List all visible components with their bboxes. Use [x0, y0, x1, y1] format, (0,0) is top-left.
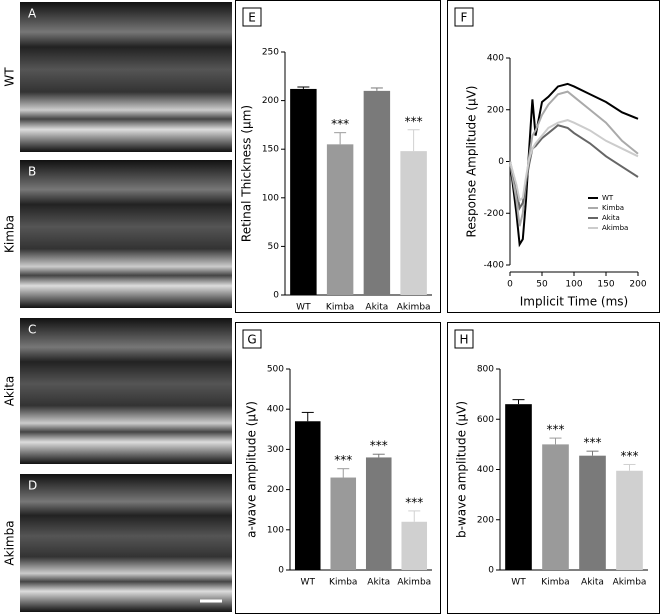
- oct-image: [20, 318, 232, 464]
- x-tick-label: Kimba: [329, 578, 357, 588]
- image-label: Akimba: [3, 520, 17, 565]
- panel-frame: [447, 0, 660, 313]
- bar: [579, 455, 606, 570]
- x-tick-label: Akita: [365, 303, 388, 313]
- legend-label: Akita: [602, 214, 620, 222]
- bar: [400, 151, 427, 295]
- panel-letter: H: [459, 333, 468, 347]
- y-axis-label: b-wave amplitude (µV): [455, 401, 469, 538]
- y-tick-label: -400: [484, 261, 505, 271]
- y-tick-label: 500: [267, 365, 284, 375]
- y-tick-label: 400: [477, 465, 494, 475]
- panel-frame: [235, 0, 441, 313]
- significance: ***: [584, 436, 602, 450]
- image-label: WT: [3, 67, 17, 87]
- x-tick-label: WT: [296, 303, 311, 313]
- significance: ***: [621, 449, 639, 463]
- x-tick-label: Akita: [367, 578, 390, 588]
- y-tick-label: 150: [262, 145, 279, 155]
- panel-letter: G: [247, 333, 256, 347]
- series-line: [509, 90, 639, 227]
- image-letter: A: [28, 7, 37, 21]
- bar: [363, 90, 391, 295]
- x-tick-label: Kimba: [541, 578, 569, 588]
- y-tick-label: 400: [267, 405, 284, 415]
- y-axis-label: Response Amplitude (µV): [465, 86, 479, 238]
- legend-label: Kimba: [602, 204, 624, 212]
- significance: ***: [405, 495, 423, 509]
- y-tick-label: -200: [484, 209, 505, 219]
- y-tick-label: 0: [278, 566, 284, 576]
- panel-frame: [235, 322, 441, 614]
- y-tick-label: 200: [487, 105, 504, 115]
- bar: [330, 477, 357, 570]
- bar: [294, 421, 321, 570]
- y-axis-label: a-wave amplitude (µV): [245, 401, 259, 538]
- image-label: Akita: [3, 376, 17, 407]
- y-tick-label: 600: [477, 415, 494, 425]
- image-letter: B: [28, 165, 36, 179]
- y-tick-label: 0: [488, 566, 494, 576]
- y-axis-label: Retinal Thickness (µm): [240, 105, 254, 242]
- image-label: Kimba: [3, 215, 17, 253]
- x-tick-label: 0: [507, 280, 513, 290]
- y-tick-label: 50: [268, 242, 280, 252]
- y-tick-label: 0: [273, 291, 279, 301]
- panel-letter-box: [242, 7, 262, 27]
- bar: [616, 470, 643, 570]
- legend-label: Akimba: [602, 224, 628, 232]
- panel-letter: F: [461, 11, 468, 25]
- y-tick-label: 0: [498, 157, 504, 167]
- image-letter: D: [28, 479, 37, 493]
- series-line: [509, 119, 639, 203]
- y-tick-label: 200: [262, 96, 279, 106]
- significance: ***: [331, 117, 349, 131]
- y-tick-label: 300: [267, 445, 284, 455]
- oct-image: [20, 474, 232, 612]
- panel-letter-box: [454, 329, 474, 349]
- significance: ***: [334, 453, 352, 467]
- bar: [326, 144, 354, 295]
- significance: ***: [405, 114, 423, 128]
- y-tick-label: 800: [477, 365, 494, 375]
- legend-label: WT: [602, 194, 614, 202]
- panel-letter: E: [248, 11, 256, 25]
- series-line: [509, 124, 639, 211]
- x-tick-label: 200: [629, 280, 646, 290]
- significance: ***: [370, 439, 388, 453]
- y-tick-label: 400: [487, 54, 504, 64]
- x-tick-label: Akimba: [613, 578, 647, 588]
- series-line: [509, 82, 639, 248]
- x-tick-label: Kimba: [326, 303, 354, 313]
- x-axis-label: Implicit Time (ms): [520, 295, 628, 309]
- x-tick-label: 50: [536, 280, 548, 290]
- y-tick-label: 250: [262, 48, 279, 58]
- x-tick-label: WT: [511, 578, 526, 588]
- y-tick-label: 100: [267, 525, 284, 535]
- panel-letter-box: [242, 329, 262, 349]
- oct-image: [20, 2, 232, 152]
- image-letter: C: [28, 323, 36, 337]
- panel-letter-box: [454, 7, 474, 27]
- y-tick-label: 200: [267, 485, 284, 495]
- bar: [505, 404, 532, 570]
- x-tick-label: WT: [301, 578, 316, 588]
- x-tick-label: Akimba: [397, 303, 431, 313]
- x-tick-label: Akimba: [397, 578, 431, 588]
- x-tick-label: 150: [597, 280, 614, 290]
- significance: ***: [547, 423, 565, 437]
- oct-image: [20, 160, 232, 308]
- bar: [290, 88, 317, 295]
- bar: [401, 521, 428, 570]
- bar: [365, 457, 392, 570]
- x-tick-label: 100: [565, 280, 582, 290]
- y-tick-label: 200: [477, 515, 494, 525]
- y-tick-label: 100: [262, 193, 279, 203]
- x-tick-label: Akita: [581, 578, 604, 588]
- bar: [542, 444, 569, 570]
